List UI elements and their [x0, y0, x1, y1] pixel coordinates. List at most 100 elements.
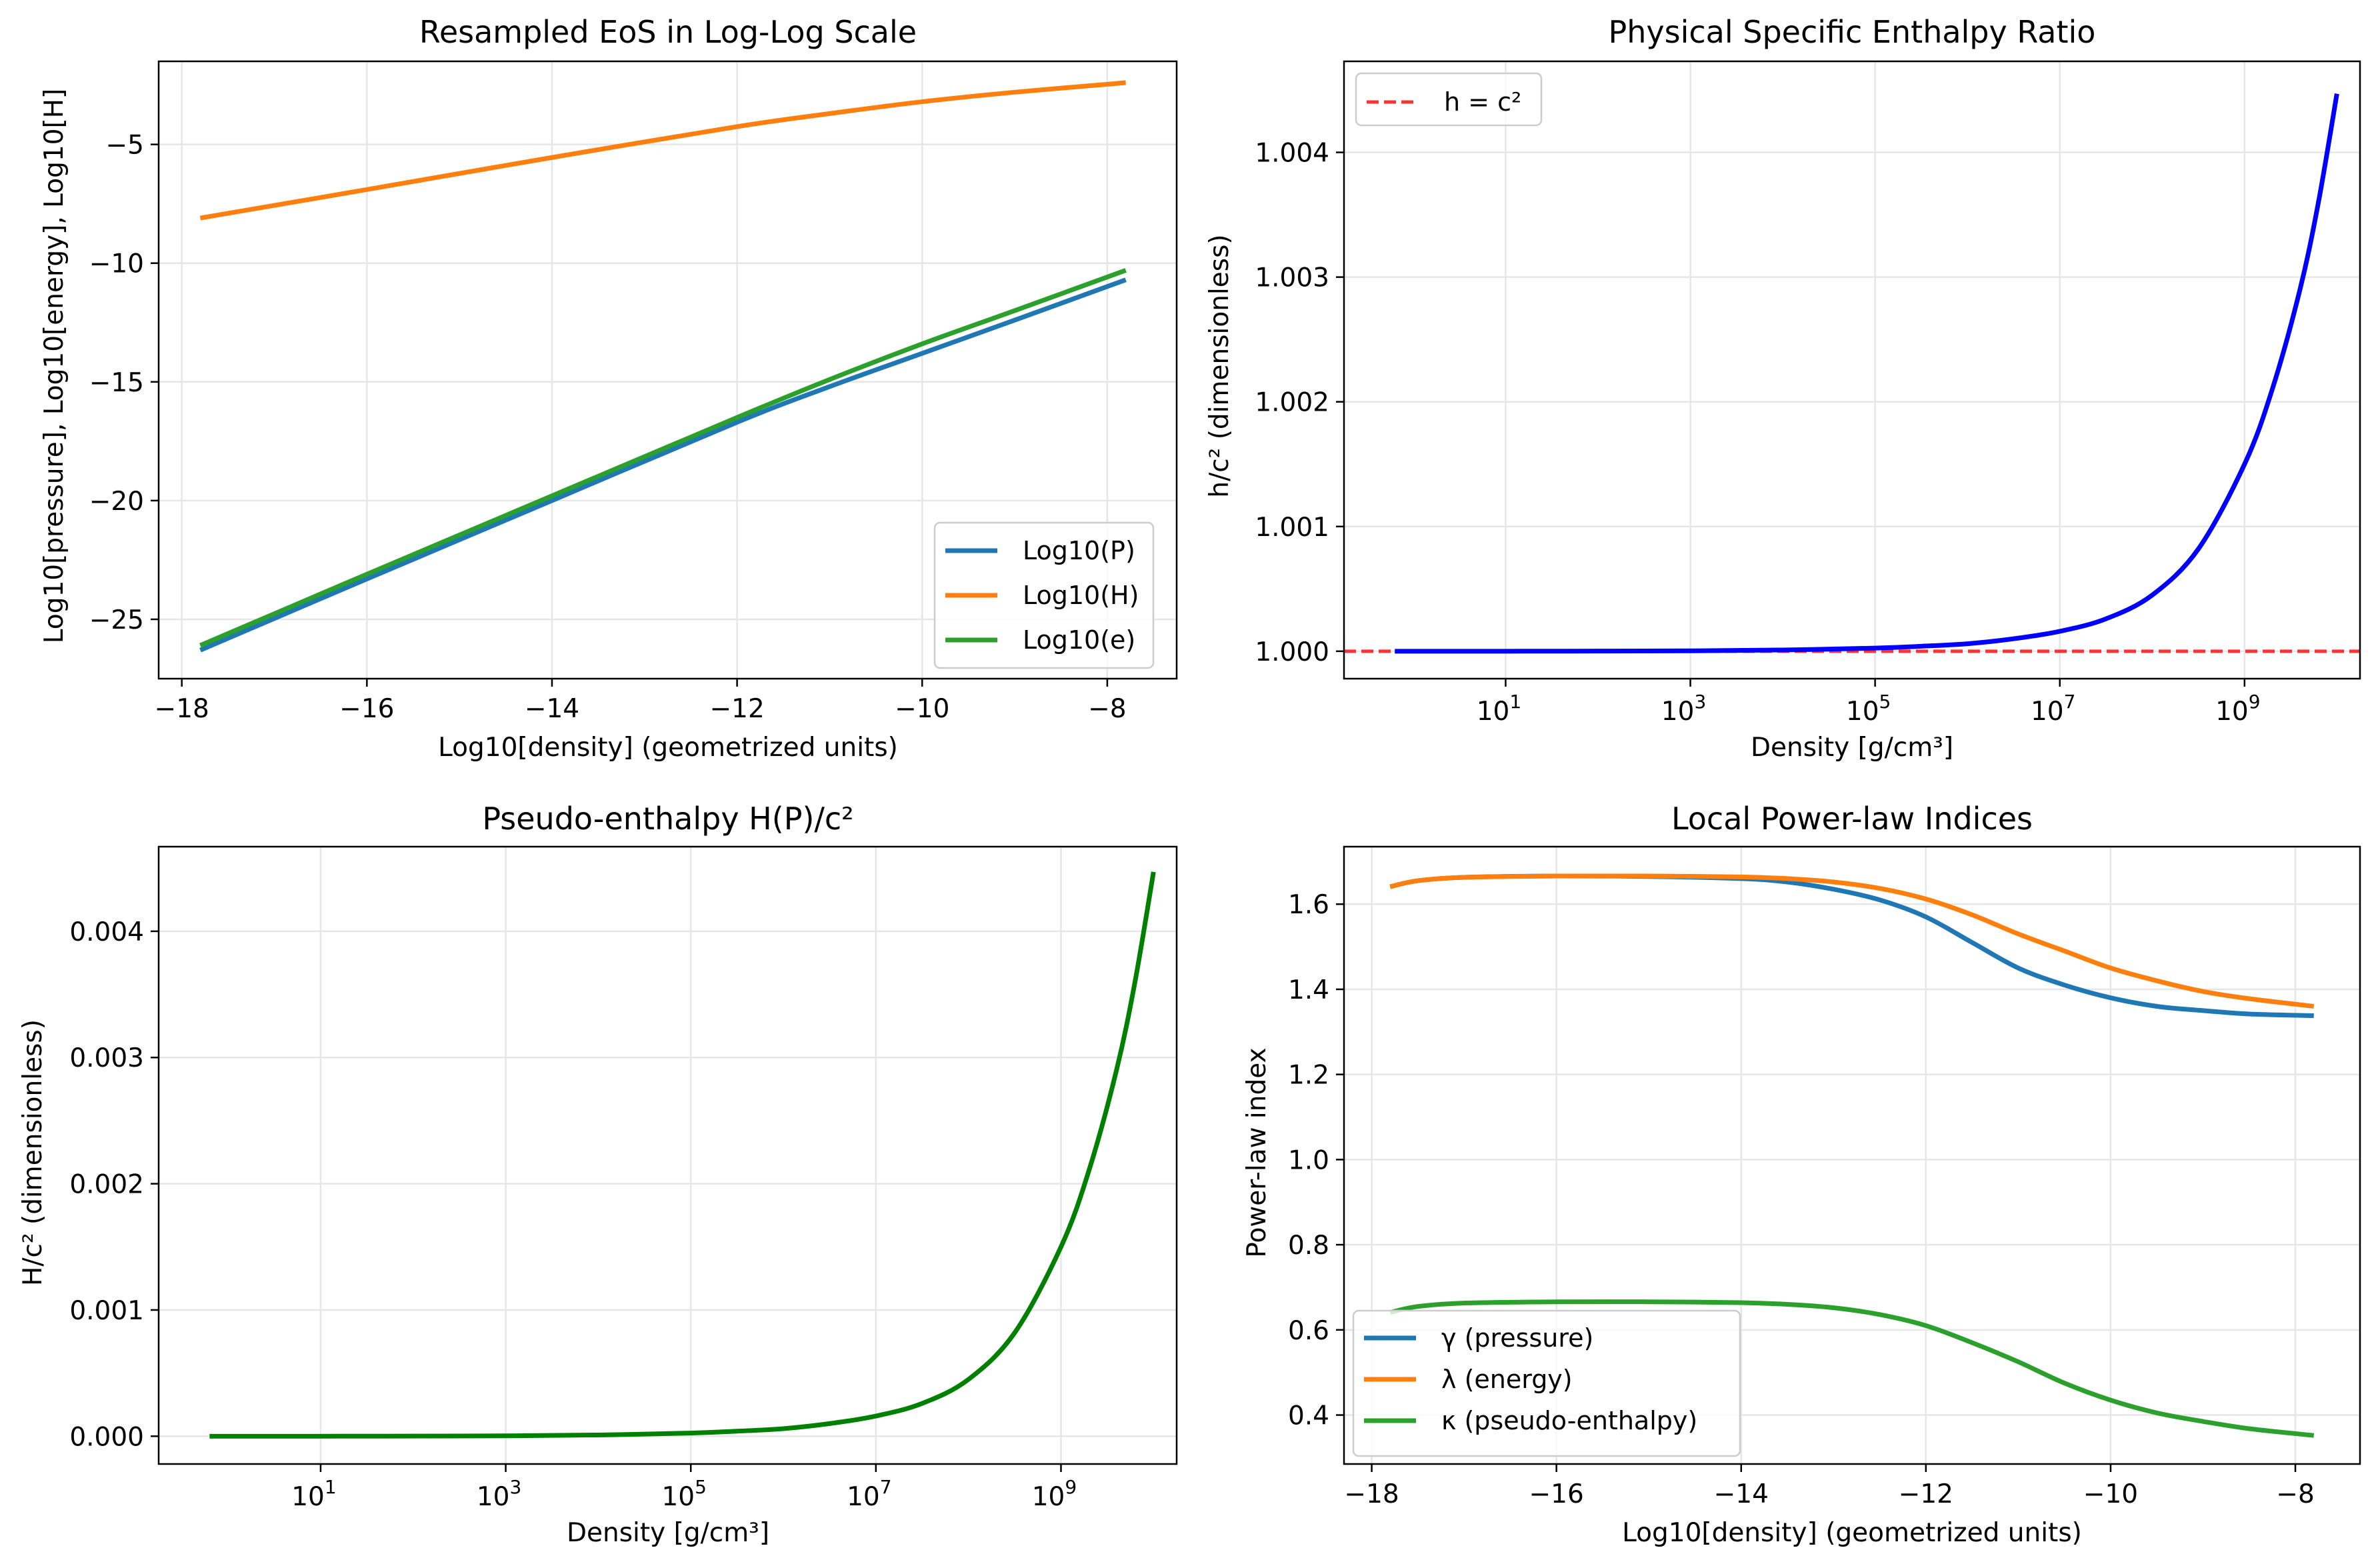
- x-tick-exponent: 1: [1509, 691, 1521, 713]
- series-line-pseudo-enthalpy: [1389, 1299, 2315, 1438]
- x-tick-label: 101: [1477, 691, 1521, 727]
- x-tick-exponent: 5: [695, 1476, 707, 1498]
- plot-frame: [1343, 60, 2361, 680]
- x-axis-label: Log10[density] (geometrized units): [438, 733, 898, 763]
- y-tick-label: 1.4: [1288, 975, 1329, 1005]
- x-tick-label: 105: [661, 1476, 706, 1512]
- legend-box: [1355, 72, 1543, 127]
- x-tick-label: −10: [2083, 1479, 2138, 1509]
- x-tick-base: 10: [1661, 697, 1695, 727]
- panel-title: Local Power-law Indices: [1671, 801, 2033, 837]
- y-tick-label: 1.2: [1288, 1061, 1329, 1091]
- y-tick-label: 0.004: [69, 917, 144, 947]
- x-tick-base: 10: [291, 1482, 325, 1512]
- y-tick-label: 0.000: [69, 1422, 144, 1452]
- y-tick-label: 1.003: [1255, 263, 1329, 293]
- x-tick-label: 105: [1846, 691, 1891, 727]
- y-tick-label: −5: [106, 131, 145, 161]
- plot-frame: [1343, 845, 2361, 1465]
- x-tick-base: 10: [661, 1482, 695, 1512]
- x-tick-label: 103: [477, 1476, 521, 1512]
- y-tick-label: 1.000: [1255, 637, 1329, 667]
- x-tick-label: 107: [847, 1476, 891, 1512]
- x-tick-label: −16: [1529, 1479, 1583, 1509]
- x-tick-label: −14: [1714, 1479, 1769, 1509]
- x-tick-base: 10: [1846, 697, 1879, 727]
- x-tick-label: 101: [291, 1476, 336, 1512]
- legend-label-lambda: λ (energy): [1441, 1365, 1573, 1394]
- legend: γ (pressure) λ (energy) κ (pseudo-enthal…: [1352, 1309, 1741, 1457]
- x-tick-exponent: 3: [1694, 691, 1706, 713]
- y-axis-label: h/c² (dimensionless): [1205, 234, 1235, 497]
- x-tick-exponent: 9: [2249, 691, 2261, 713]
- series-line-0: [1395, 93, 2339, 654]
- x-tick-exponent: 1: [325, 1476, 337, 1498]
- y-tick-label: 1.001: [1255, 513, 1329, 543]
- x-tick-base: 10: [1477, 697, 1510, 727]
- legend-box: [1352, 1309, 1741, 1457]
- series-line-log10-e: [199, 268, 1127, 648]
- x-tick-label: 109: [2215, 691, 2260, 727]
- legend: h = c²: [1355, 72, 1543, 127]
- legend-label-log10-h: Log10(H): [1023, 581, 1139, 610]
- x-tick-label: −18: [155, 694, 209, 724]
- x-tick-base: 10: [1032, 1482, 1065, 1512]
- x-axis-label: Density [g/cm³]: [1751, 733, 1953, 763]
- legend-label-kappa: κ (pseudo-enthalpy): [1441, 1406, 1697, 1435]
- legend-label-log10-p: Log10(P): [1023, 536, 1135, 565]
- x-tick-exponent: 3: [509, 1476, 521, 1498]
- y-tick-label: −25: [89, 605, 144, 635]
- x-tick-base: 10: [847, 1482, 880, 1512]
- x-tick-exponent: 5: [1879, 691, 1891, 713]
- x-tick-label: 109: [1032, 1476, 1077, 1512]
- x-tick-base: 10: [477, 1482, 510, 1512]
- plot-area: [159, 847, 1177, 1464]
- x-tick-exponent: 7: [2064, 691, 2076, 713]
- y-tick-label: 0.003: [69, 1043, 144, 1073]
- y-axis-label: Power-law index: [1242, 1047, 1272, 1257]
- legend: Log10(P) Log10(H) Log10(e): [933, 521, 1155, 669]
- x-tick-label: 107: [2031, 691, 2075, 727]
- y-axis-label: Log10[pressure], Log10[energy], Log10[H]: [39, 89, 69, 643]
- y-tick-label: −10: [89, 249, 144, 279]
- panel-title: Physical Specific Enthalpy Ratio: [1609, 14, 2096, 50]
- x-tick-label: −16: [339, 694, 394, 724]
- x-tick-label: 103: [1661, 691, 1706, 727]
- panel-eos-loglog: Resampled EoS in Log-Log Scale Log10[den…: [39, 14, 1178, 763]
- x-tick-label: −8: [2276, 1479, 2315, 1509]
- series-line-energy: [1389, 873, 2315, 1009]
- x-tick-label: −14: [525, 694, 579, 724]
- x-tick-exponent: 7: [880, 1476, 892, 1498]
- x-tick-exponent: 9: [1065, 1476, 1077, 1498]
- panel-specific-enthalpy-ratio: Physical Specific Enthalpy Ratio Density…: [1205, 14, 2361, 763]
- x-axis-label: Density [g/cm³]: [567, 1518, 769, 1548]
- y-tick-label: 0.6: [1288, 1316, 1329, 1346]
- y-tick-label: 1.0: [1288, 1145, 1329, 1175]
- x-tick-base: 10: [2031, 697, 2064, 727]
- x-tick-label: −12: [1899, 1479, 1953, 1509]
- y-tick-label: 1.6: [1288, 890, 1329, 920]
- y-tick-label: 0.001: [69, 1296, 144, 1326]
- panel-pseudo-enthalpy: Pseudo-enthalpy H(P)/c² Density [g/cm³] …: [18, 801, 1178, 1548]
- x-tick-label: −12: [709, 694, 764, 724]
- x-tick-label: −18: [1344, 1479, 1399, 1509]
- y-tick-label: 0.8: [1288, 1231, 1329, 1261]
- series-line-0: [209, 871, 1156, 1439]
- y-tick-label: −20: [89, 487, 144, 517]
- x-tick-label: −8: [1088, 694, 1127, 724]
- y-tick-label: 0.002: [69, 1170, 144, 1200]
- legend-label-h-equals-c2: h = c²: [1444, 87, 1521, 117]
- y-tick-label: 1.004: [1255, 139, 1329, 169]
- legend-box: [933, 521, 1155, 669]
- panel-title: Pseudo-enthalpy H(P)/c²: [482, 801, 853, 837]
- x-axis-label: Log10[density] (geometrized units): [1622, 1518, 2082, 1548]
- series-line-log10-p: [199, 277, 1127, 653]
- y-tick-label: 1.002: [1255, 388, 1329, 418]
- plot-frame: [157, 60, 1178, 680]
- legend-label-log10-e: Log10(e): [1023, 625, 1135, 655]
- x-tick-label: −10: [895, 694, 949, 724]
- x-tick-base: 10: [2215, 697, 2249, 727]
- legend-label-gamma: γ (pressure): [1441, 1323, 1593, 1353]
- panel-title: Resampled EoS in Log-Log Scale: [419, 14, 917, 50]
